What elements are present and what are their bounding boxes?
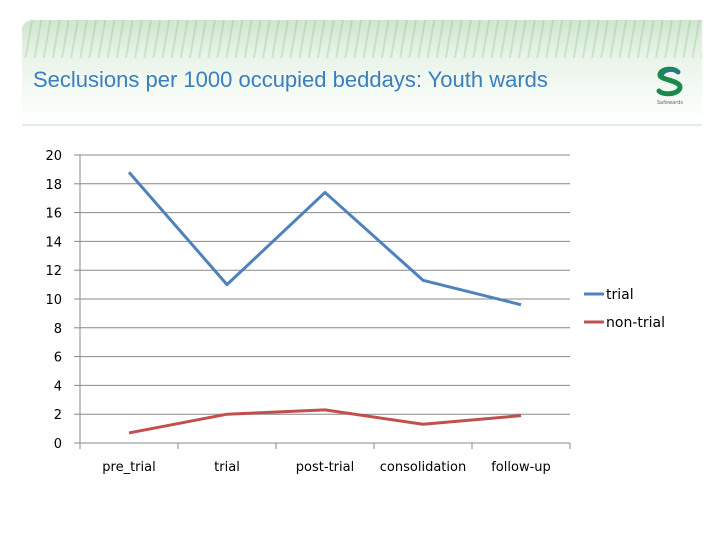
x-tick-label: consolidation	[380, 460, 466, 475]
y-tick-label: 20	[45, 149, 62, 164]
legend: trial non-trial	[584, 287, 665, 331]
y-tick-label: 14	[45, 235, 62, 250]
x-tick-label: trial	[214, 460, 240, 475]
safewards-logo-icon	[656, 66, 683, 97]
banner-stripe	[22, 20, 702, 58]
y-tick-label: 18	[45, 178, 62, 193]
series-line-non-trial	[128, 408, 522, 435]
x-tick-label: pre_trial	[102, 460, 155, 475]
y-tick-label: 4	[54, 379, 62, 394]
series-line-trial	[127, 171, 522, 307]
x-tick-label: post-trial	[296, 460, 354, 475]
grid-layer	[80, 154, 570, 444]
x-tick-label: follow-up	[491, 460, 551, 475]
y-tick-label: 10	[45, 293, 62, 308]
y-tick-label: 12	[45, 264, 62, 279]
legend-label-trial: trial	[606, 287, 634, 303]
y-tick-label: 8	[54, 322, 62, 337]
safewards-logo: Safewards	[648, 64, 692, 112]
y-tick-label: 16	[45, 207, 62, 222]
y-tick-label: 0	[54, 437, 62, 452]
page-title: Seclusions per 1000 occupied beddays: Yo…	[33, 67, 548, 92]
banner-divider	[22, 124, 702, 126]
axis-layer: 0 2 4 6 8 10 12 14 16 18 20 pre_trial trial post-tria…	[45, 149, 571, 475]
y-tick-label: 2	[54, 408, 62, 423]
logo-text: Safewards	[657, 100, 683, 106]
header-banner	[22, 20, 702, 124]
legend-label-non-trial: non-trial	[606, 315, 665, 331]
y-tick-label: 6	[54, 351, 62, 366]
series-layer	[127, 171, 522, 435]
